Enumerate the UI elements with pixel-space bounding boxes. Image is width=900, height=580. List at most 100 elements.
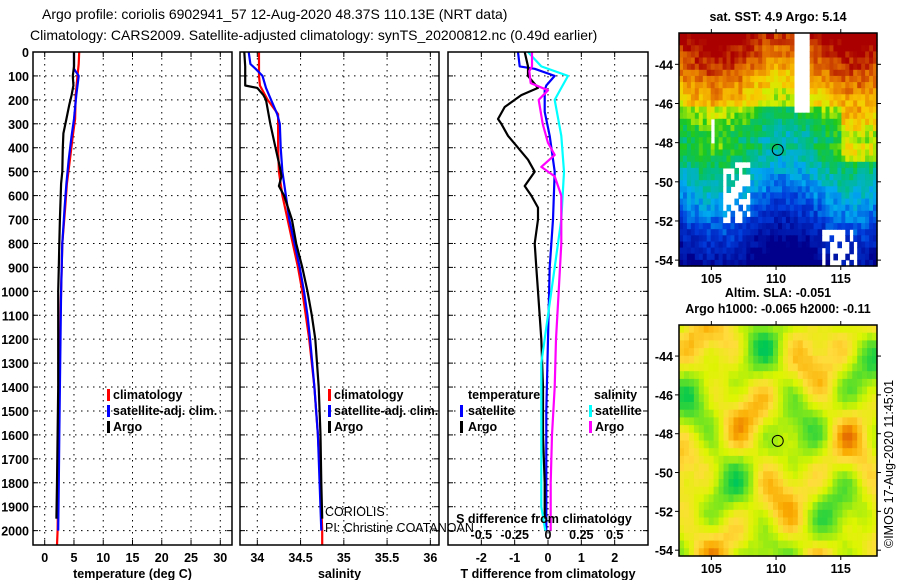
heatmap-cell (821, 210, 827, 218)
heatmap-cell (872, 471, 878, 480)
heatmap-cell (774, 235, 779, 242)
heatmap-cell (742, 57, 747, 65)
heatmap-cell (703, 394, 710, 403)
heatmap-cell (849, 106, 854, 114)
heatmap-cell (688, 325, 695, 334)
heatmap-cell (789, 167, 795, 175)
heatmap-cell (869, 155, 874, 163)
heatmap-cell (683, 253, 688, 261)
heatmap-cell (698, 425, 705, 434)
heatmap-cell (723, 409, 729, 418)
heatmap-cell (857, 137, 862, 144)
heatmap-cell (698, 174, 704, 181)
heatmap-cell (849, 192, 854, 200)
heatmap-cell (797, 167, 803, 175)
heatmap-cell (793, 161, 799, 169)
heatmap-cell (686, 198, 692, 206)
heatmap-cell (702, 216, 708, 224)
heatmap-cell (710, 174, 716, 181)
heatmap-cell (817, 149, 823, 157)
heatmap-cell (750, 241, 755, 249)
heatmap-cell (708, 363, 715, 372)
heatmap-cell (832, 363, 838, 372)
heatmap-cell (743, 517, 749, 526)
heatmap-cell (778, 216, 783, 224)
heatmap-cell (688, 409, 695, 418)
heatmap-cell (768, 525, 774, 534)
heatmap-cell (872, 425, 878, 434)
heatmap-cell (805, 180, 811, 187)
heatmap-cell (837, 332, 843, 341)
heatmap-cell (770, 106, 775, 114)
heatmap-cell (813, 253, 819, 261)
argo-position-marker (771, 434, 784, 447)
heatmap-cell (797, 355, 804, 365)
heatmap-cell (821, 131, 827, 138)
heatmap-cell (809, 63, 815, 71)
heatmap-cell (738, 440, 744, 449)
heatmap-cell (837, 517, 843, 526)
heatmap-cell (723, 371, 729, 380)
heatmap-cell (809, 39, 815, 46)
heatmap-cell (833, 33, 838, 40)
heatmap-cell (706, 118, 712, 126)
heatmap-cell (793, 204, 799, 212)
heatmap-cell (778, 425, 784, 434)
heatmap-cell (722, 210, 728, 218)
heatmap-cell (778, 51, 783, 59)
heatmap-cell (817, 440, 824, 449)
heatmap-cell (822, 325, 828, 334)
heatmap-cell (763, 340, 769, 349)
heatmap-cell (813, 186, 819, 193)
map-frame (678, 324, 878, 557)
heatmap-cell (679, 479, 685, 488)
heatmap-cell (862, 363, 868, 372)
heatmap-cell (861, 167, 866, 175)
heatmap-cell (714, 57, 720, 65)
heatmap-cell (832, 409, 838, 418)
heatmap-cell (773, 332, 779, 341)
heatmap-cell (766, 106, 771, 114)
heatmap-cell (825, 75, 831, 83)
heatmap-cell (679, 348, 685, 357)
heatmap-cell (797, 548, 804, 557)
heatmap-cell (690, 51, 696, 59)
heatmap-cell (841, 161, 846, 169)
heatmap-cell (845, 131, 850, 138)
heatmap-cell (694, 235, 700, 242)
heatmap-cell (793, 223, 799, 230)
heatmap-cell (703, 402, 710, 411)
heatmap-cell (785, 39, 791, 46)
heatmap-cell (774, 88, 779, 95)
heatmap-cell (694, 192, 700, 200)
heatmap-cell (738, 106, 743, 114)
heatmap-cell (797, 425, 804, 434)
heatmap-cell (805, 125, 811, 132)
heatmap-cell (793, 253, 799, 261)
heatmap-cell (762, 75, 767, 83)
heatmap-cell (825, 137, 831, 144)
heatmap-cell (829, 63, 835, 71)
heatmap-cell (713, 425, 720, 434)
heatmap-cell (812, 363, 819, 372)
heatmap-cell (750, 259, 755, 267)
heatmap-cell (797, 525, 804, 534)
heatmap-cell (832, 517, 838, 526)
heatmap-cell (789, 180, 795, 187)
heatmap-cell (714, 82, 720, 89)
heatmap-cell (833, 63, 838, 71)
heatmap-cell (837, 241, 842, 249)
heatmap-cell (763, 486, 769, 495)
heatmap-cell (792, 525, 799, 534)
heatmap-cell (706, 100, 712, 108)
heatmap-cell (857, 155, 862, 163)
heatmap-cell (817, 371, 824, 380)
heatmap-cell (829, 39, 835, 46)
heatmap-cell (807, 440, 814, 449)
heatmap-cell (693, 525, 700, 534)
heatmap-cell (789, 69, 795, 77)
heatmap-cell (688, 332, 695, 341)
heatmap-cell (797, 118, 803, 126)
heatmap-cell (710, 63, 716, 71)
heatmap-cell (698, 216, 704, 224)
